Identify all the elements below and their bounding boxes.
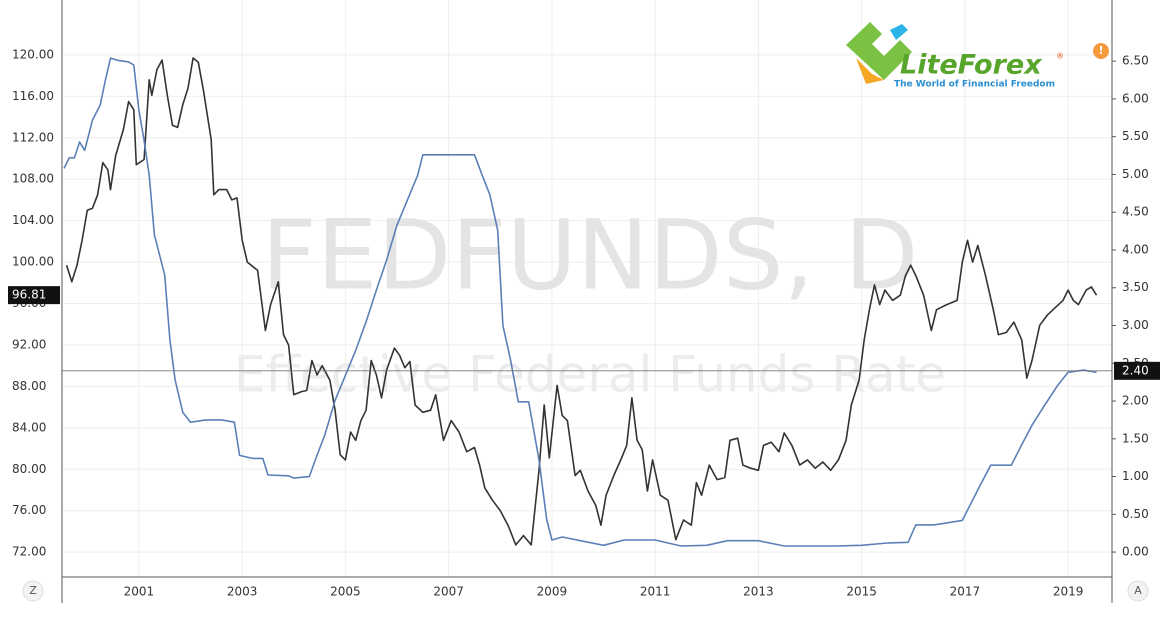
watermark: FEDFUNDS, D (262, 199, 919, 311)
y2-tick-label: 2.00 (1122, 394, 1149, 408)
logo-name: LiteForex (900, 50, 1043, 81)
y2-tick-label: 6.00 (1122, 91, 1149, 105)
watermark-subtitle: Effective Federal Funds Rate (234, 346, 946, 404)
zoom-button-label[interactable]: Z (29, 584, 37, 597)
last-value-box (1114, 361, 1160, 380)
auto-button-label[interactable]: A (1134, 584, 1142, 597)
y2-tick-label: 5.50 (1122, 129, 1149, 143)
x-tick-label: 2019 (1053, 585, 1084, 599)
y-tick-label: 112.00 (12, 130, 54, 144)
y-tick-label: 120.00 (12, 47, 54, 61)
logo-mark (846, 22, 912, 80)
logo-tagline: The World of Financial Freedom (894, 80, 1055, 90)
y2-tick-label: 5.00 (1122, 167, 1149, 181)
alert-text[interactable]: ! (1098, 44, 1103, 57)
x-tick-label: 2003 (227, 585, 258, 599)
plot (62, 57, 1112, 547)
y-tick-label: 72.00 (12, 545, 46, 559)
y2-tick-label: 6.50 (1122, 54, 1149, 68)
y-tick-label: 92.00 (12, 337, 46, 351)
x-tick-label: 2009 (537, 585, 568, 599)
y-tick-label: 88.00 (12, 379, 46, 393)
y2-tick-label: 3.00 (1122, 318, 1149, 332)
y2-tick-label: 0.50 (1122, 507, 1149, 521)
series-line (63, 57, 1097, 547)
y-tick-label: 80.00 (12, 462, 46, 476)
x-tick-label: 2013 (743, 585, 774, 599)
x-tick-label: 2007 (433, 585, 464, 599)
y-tick-label: 100.00 (12, 255, 54, 269)
logo-mark (856, 58, 884, 84)
series-line (65, 57, 1098, 546)
x-tick-label: 2005 (330, 585, 361, 599)
x-tick-label: 2017 (950, 585, 981, 599)
x-tick-label: 2015 (846, 585, 877, 599)
auto-button[interactable] (1127, 580, 1149, 602)
logo: LiteForex ® The World of Financial Freed… (846, 22, 1064, 90)
alert-icon[interactable] (1093, 43, 1109, 59)
x-tick-label: 2011 (640, 585, 671, 599)
last-value-label: 96.81 (12, 288, 46, 302)
logo-registered: ® (1056, 52, 1064, 61)
y2-tick-label: 1.00 (1122, 469, 1149, 483)
y2-tick-label: 3.50 (1122, 280, 1149, 294)
y2-tick-label: 4.50 (1122, 205, 1149, 219)
grid (62, 0, 1112, 577)
y-tick-label: 108.00 (12, 172, 54, 186)
zoom-button[interactable] (22, 580, 44, 602)
logo-mark (890, 24, 908, 40)
last-value-label: 2.40 (1122, 363, 1149, 377)
y-tick-label: 76.00 (12, 503, 46, 517)
y-tick-label: 116.00 (12, 89, 54, 103)
y-tick-label: 104.00 (12, 213, 54, 227)
y2-tick-label: 1.50 (1122, 431, 1149, 445)
x-tick-label: 2001 (124, 585, 155, 599)
y2-tick-label: 0.00 (1122, 545, 1149, 559)
y2-tick-label: 4.00 (1122, 242, 1149, 256)
last-value-box (8, 286, 60, 305)
y-tick-label: 84.00 (12, 420, 46, 434)
